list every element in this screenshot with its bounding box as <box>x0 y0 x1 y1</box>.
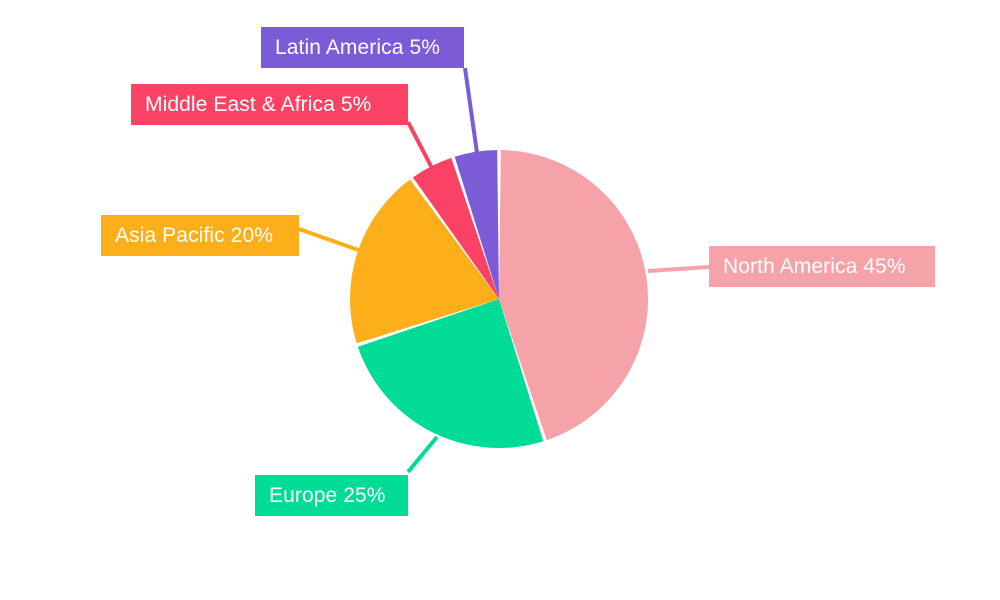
leader-line-group <box>298 67 710 474</box>
pie-label-asia-pacific[interactable]: Asia Pacific 20% <box>101 215 299 256</box>
pie-slice-latin-america[interactable] <box>454 150 499 299</box>
leader-line-europe <box>406 435 439 474</box>
pie-slice-north-america[interactable] <box>499 150 648 441</box>
pie-label-latin-america[interactable]: Latin America 5% <box>261 27 464 68</box>
leader-line-asia-pacific <box>298 227 365 254</box>
pie-slice-asia-pacific[interactable] <box>349 179 499 344</box>
pie-slice-group <box>349 150 648 448</box>
pie-slice-europe[interactable] <box>357 299 544 448</box>
leader-line-north-america <box>647 265 710 273</box>
pie-label-europe[interactable]: Europe 25% <box>255 475 408 516</box>
pie-label-middle-east-africa[interactable]: Middle East & Africa 5% <box>131 84 408 125</box>
pie-label-north-america[interactable]: North America 45% <box>709 246 935 287</box>
leader-line-middle-east-africa <box>406 121 435 171</box>
leader-line-latin-america <box>463 67 479 154</box>
pie-slice-middle-east-africa[interactable] <box>412 157 499 299</box>
